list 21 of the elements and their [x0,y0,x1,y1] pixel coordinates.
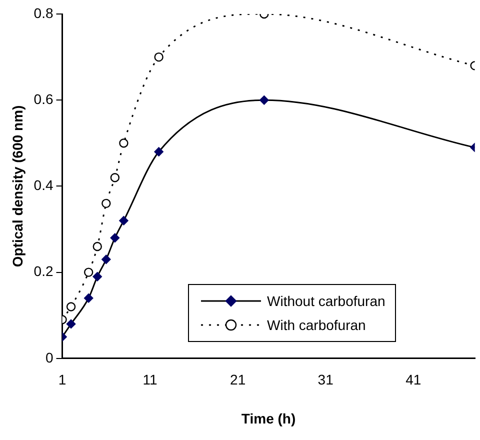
y-axis-title: Optical density (600 nm) [9,105,26,268]
x-tick-label: 1 [58,372,66,388]
legend-label: With carbofuran [267,317,366,333]
point [92,242,102,252]
x-tick-label: 11 [142,372,158,388]
y-tick-label: 0.2 [34,263,54,280]
point [102,198,111,208]
point [84,268,94,277]
point [66,302,76,312]
x-axis-title: Time (h) [241,410,296,426]
x-tick-label: 31 [318,372,334,388]
y-tick-label: 0.6 [34,90,54,107]
point [154,52,164,62]
x-tick-label: 41 [406,372,422,388]
point [119,138,128,148]
y-tick-label: 0.4 [34,177,54,194]
x-tick-label: 21 [230,372,246,388]
point [110,172,120,182]
y-tick-label: 0.8 [34,4,54,21]
legend-label: Without carbofuran [267,293,386,309]
y-tick-label: 0 [45,349,54,366]
